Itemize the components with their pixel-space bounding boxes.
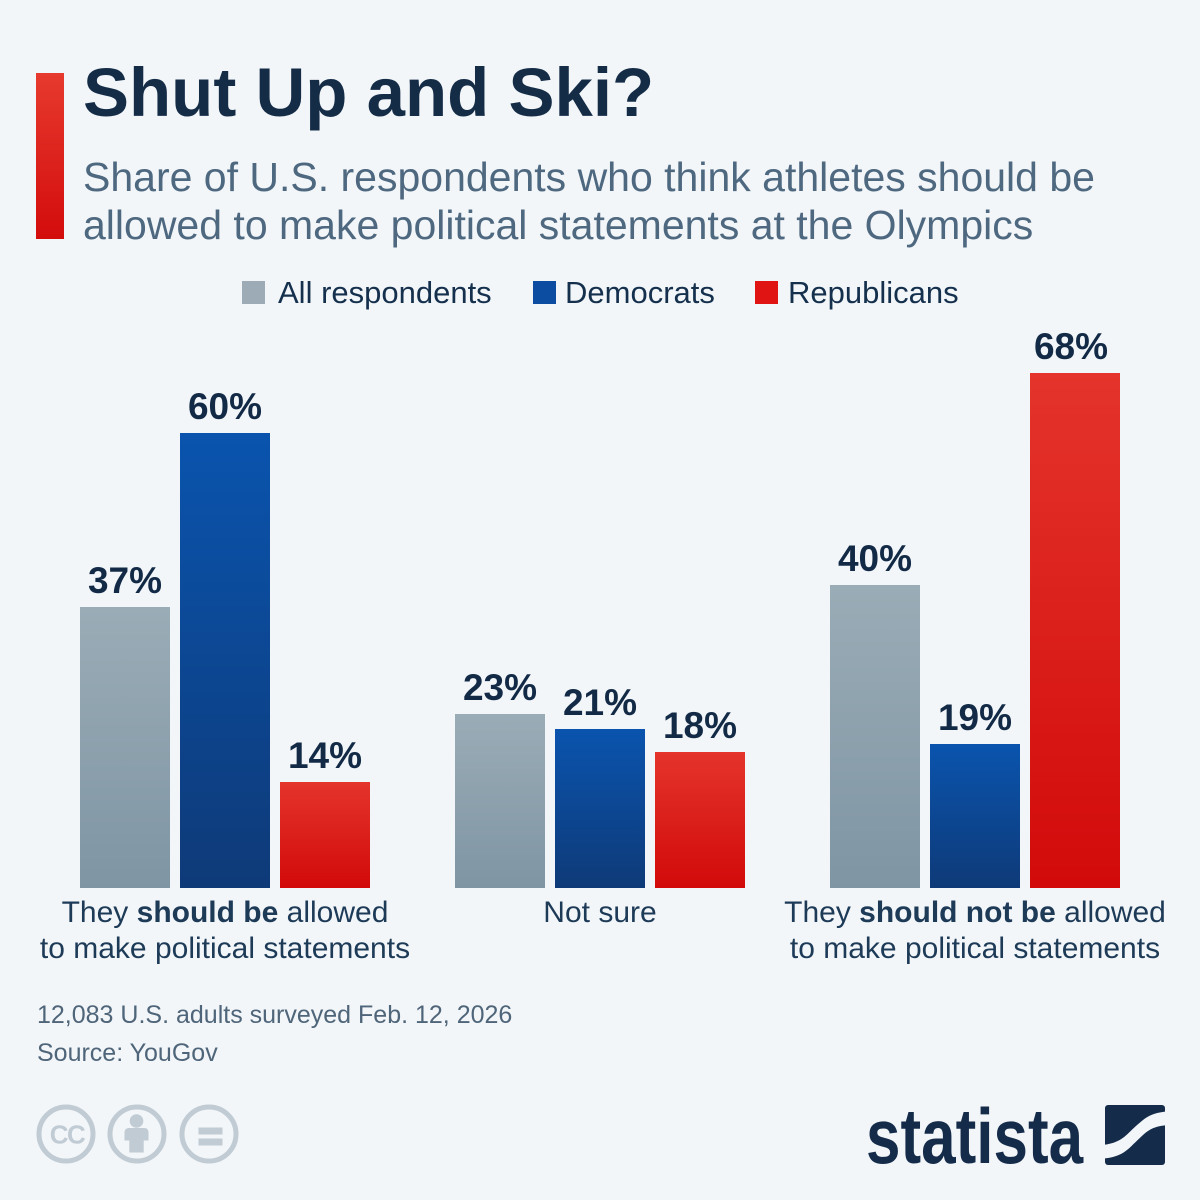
svg-text:CC: CC xyxy=(50,1120,86,1150)
